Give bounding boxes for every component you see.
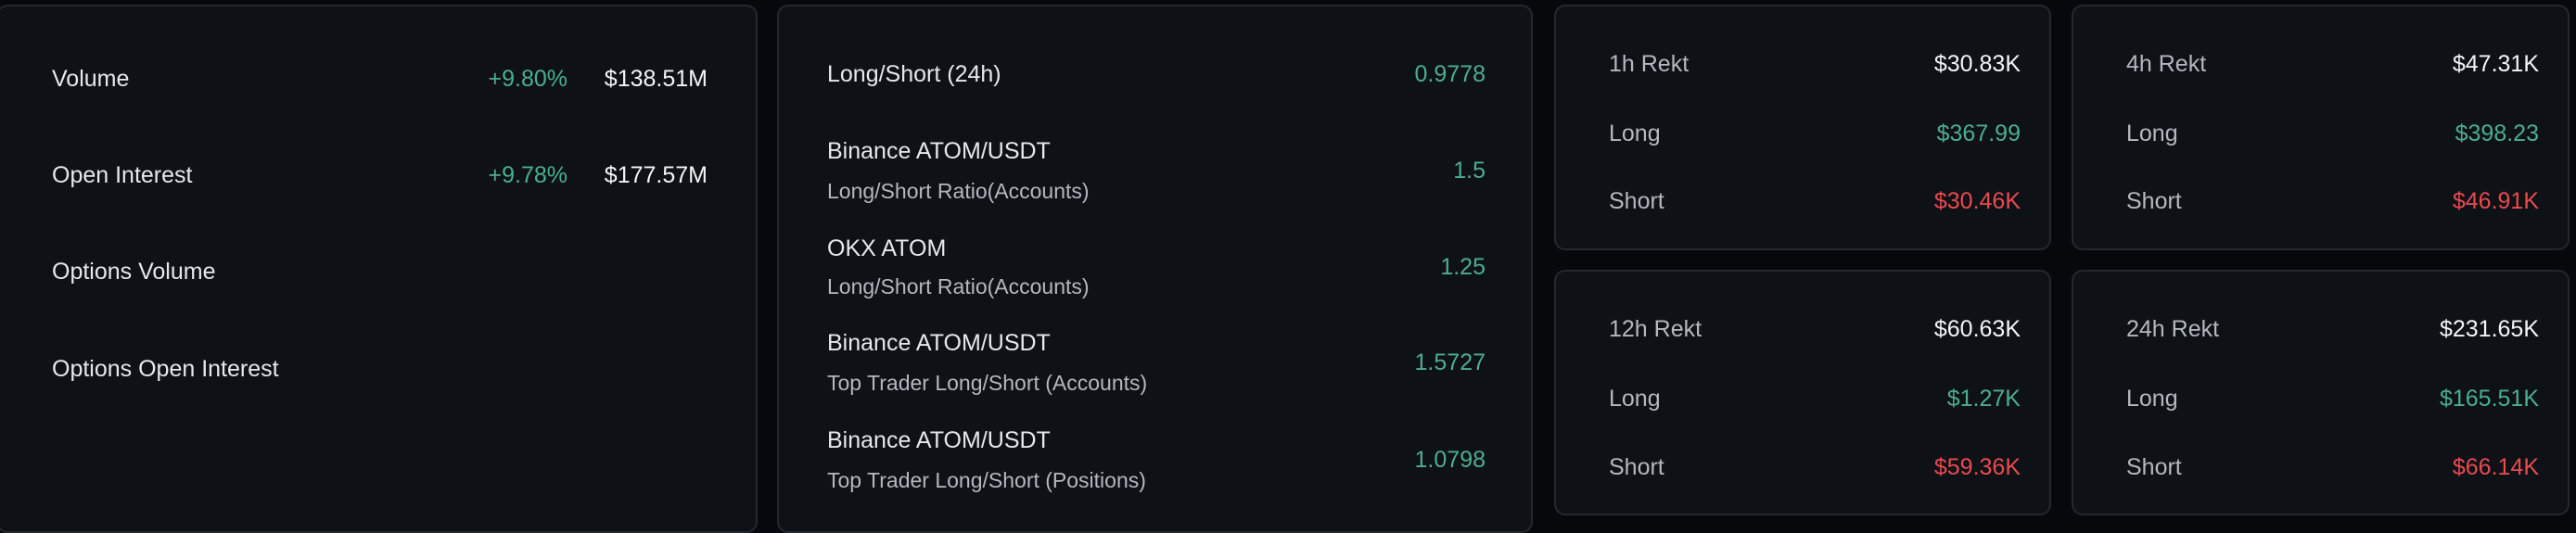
rekt-title: 4h Rekt [2126, 51, 2207, 77]
ratio-row-value: 1.5727 [1414, 349, 1486, 375]
rekt-long-value: $398.23 [2455, 121, 2539, 146]
rekt-card-24h: 24h Rekt $231.65K Long $165.51K Short $6… [2072, 270, 2570, 515]
rekt-short-value: $66.14K [2452, 454, 2539, 480]
long-short-panel: Long/Short (24h) 0.9778 Binance ATOM/USD… [777, 5, 1533, 533]
rekt-short-label: Short [2126, 188, 2182, 214]
volume-change: +9.80% [488, 66, 568, 92]
volume-label: Volume [52, 66, 130, 92]
rekt-long-label: Long [1609, 386, 1661, 412]
rekt-long-label: Long [2126, 121, 2178, 146]
rekt-title: 24h Rekt [2126, 316, 2220, 342]
rekt-card-1h: 1h Rekt $30.83K Long $367.99 Short $30.4… [1554, 5, 2051, 250]
ratio-row-value: 1.5 [1453, 158, 1486, 184]
rekt-title: 12h Rekt [1609, 316, 1702, 342]
market-overview-panel: Volume +9.80% $138.51M Open Interest +9.… [0, 5, 758, 533]
ratio-row-value: 1.25 [1440, 254, 1486, 280]
rekt-short-label: Short [1609, 454, 1664, 480]
ratio-row-title: Binance ATOM/USDT [827, 427, 1051, 453]
rekt-long-label: Long [1609, 121, 1661, 146]
rekt-total: $60.63K [1933, 316, 2021, 342]
ratio-row-subtitle: Top Trader Long/Short (Positions) [827, 468, 1146, 492]
open-interest-change: +9.78% [488, 162, 568, 188]
ratio-row-title: Binance ATOM/USDT [827, 138, 1051, 164]
rekt-long-label: Long [2126, 386, 2178, 412]
options-volume-label: Options Volume [52, 259, 216, 285]
rekt-short-value: $46.91K [2452, 188, 2539, 214]
rekt-total: $30.83K [1933, 51, 2021, 77]
ratio-row-subtitle: Long/Short Ratio(Accounts) [827, 179, 1090, 203]
options-open-interest-label: Options Open Interest [52, 356, 279, 382]
rekt-long-value: $367.99 [1936, 121, 2021, 146]
ratio-row-value: 1.0798 [1414, 447, 1486, 473]
ratio-row-title: Binance ATOM/USDT [827, 330, 1051, 356]
rekt-long-value: $165.51K [2439, 386, 2539, 412]
ratio-row-subtitle: Long/Short Ratio(Accounts) [827, 274, 1090, 298]
long-short-24h-label: Long/Short (24h) [827, 61, 1001, 87]
rekt-title: 1h Rekt [1609, 51, 1690, 77]
rekt-total: $47.31K [2452, 51, 2539, 77]
rekt-card-12h: 12h Rekt $60.63K Long $1.27K Short $59.3… [1554, 270, 2051, 515]
rekt-short-label: Short [2126, 454, 2182, 480]
rekt-total: $231.65K [2439, 316, 2539, 342]
rekt-long-value: $1.27K [1946, 386, 2021, 412]
open-interest-label: Open Interest [52, 162, 193, 188]
open-interest-value: $177.57M [604, 162, 708, 188]
rekt-short-value: $30.46K [1933, 188, 2021, 214]
ratio-row-title: OKX ATOM [827, 235, 947, 261]
ratio-row-subtitle: Top Trader Long/Short (Accounts) [827, 371, 1148, 395]
rekt-short-value: $59.36K [1933, 454, 2021, 480]
rekt-card-4h: 4h Rekt $47.31K Long $398.23 Short $46.9… [2072, 5, 2570, 250]
rekt-short-label: Short [1609, 188, 1664, 214]
long-short-24h-value: 0.9778 [1414, 61, 1486, 87]
volume-value: $138.51M [604, 66, 708, 92]
